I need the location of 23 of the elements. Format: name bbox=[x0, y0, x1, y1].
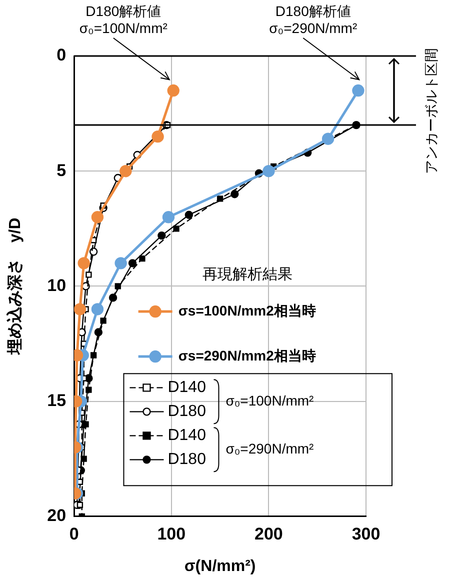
x-axis-title: σ(N/mm²) bbox=[184, 558, 256, 575]
y-axis-title: 埋め込み深さ y/D bbox=[6, 218, 24, 356]
annotation: D180解析値 σ₀=100N/mm² bbox=[79, 2, 168, 36]
legend-label: D180 bbox=[168, 451, 206, 468]
legend-label: D180 bbox=[168, 403, 206, 420]
legend-label: アンカーボルト区間 bbox=[422, 48, 439, 174]
x-tick-label: 200 bbox=[254, 524, 283, 544]
legend-label: D140 bbox=[168, 427, 206, 444]
y-tick-label: 10 bbox=[47, 276, 66, 295]
y-tick-label: 5 bbox=[56, 160, 66, 180]
annotation: σ₀=290N/mm² bbox=[226, 440, 314, 457]
annotation: D180解析値 σ₀=290N/mm² bbox=[269, 2, 358, 36]
annotation: σ₀=100N/mm² bbox=[226, 392, 314, 409]
y-tick-label: 20 bbox=[47, 506, 66, 526]
legend-label: σs=100N/mm2相当時 bbox=[178, 302, 316, 318]
x-tick-label: 0 bbox=[69, 524, 79, 544]
x-tick-label: 100 bbox=[157, 524, 186, 544]
x-tick-label: 300 bbox=[352, 524, 380, 544]
legend-label: D140 bbox=[168, 379, 206, 396]
y-tick-label: 0 bbox=[56, 46, 66, 65]
y-tick-label: 15 bbox=[47, 390, 66, 410]
legend-label: σs=290N/mm2相当時 bbox=[178, 347, 316, 364]
annotation: 再現解析結果 bbox=[202, 266, 293, 283]
